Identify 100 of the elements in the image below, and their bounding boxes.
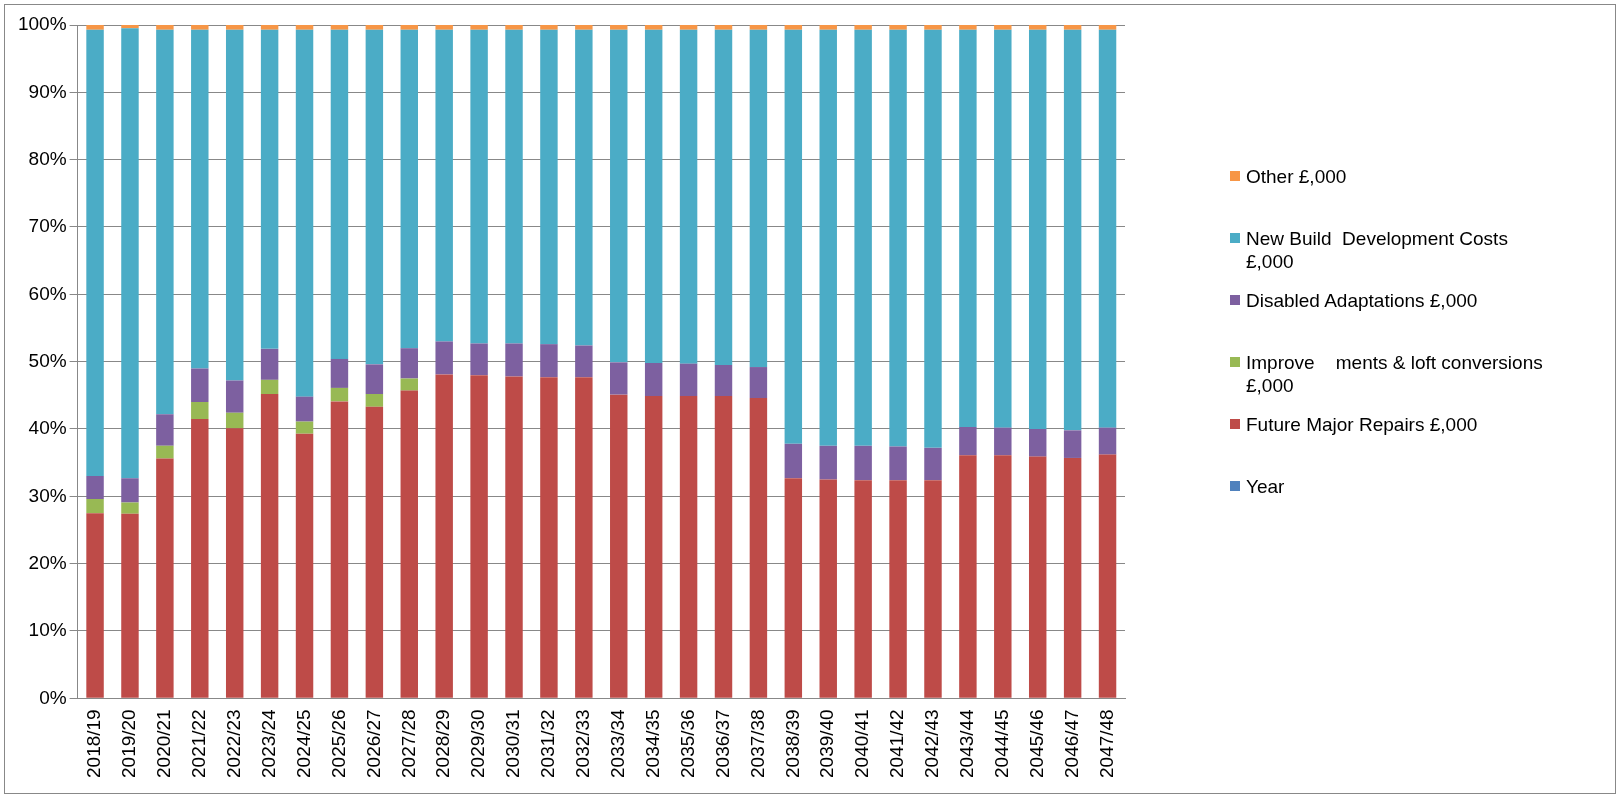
bar bbox=[260, 379, 279, 394]
bar bbox=[435, 374, 453, 698]
bar bbox=[959, 25, 977, 30]
bar bbox=[86, 476, 104, 500]
bar bbox=[435, 25, 453, 30]
bar bbox=[1028, 29, 1047, 429]
x-tick-label: 2046/47 bbox=[1060, 709, 1082, 779]
bar bbox=[1028, 428, 1047, 457]
bar bbox=[400, 29, 418, 349]
legend-label: Other £,000 bbox=[1246, 166, 1347, 187]
bar bbox=[540, 377, 558, 698]
bar bbox=[191, 418, 209, 698]
bar bbox=[1098, 25, 1117, 30]
x-tick-label: 2032/33 bbox=[572, 709, 594, 779]
bar bbox=[994, 455, 1012, 698]
x-tick-label: 2024/25 bbox=[292, 709, 314, 779]
bar bbox=[644, 396, 663, 698]
bar bbox=[924, 480, 942, 698]
bar bbox=[889, 29, 907, 447]
bar bbox=[365, 25, 384, 30]
bar bbox=[784, 443, 803, 479]
bar bbox=[225, 29, 244, 381]
bar bbox=[889, 446, 907, 481]
bar bbox=[540, 29, 558, 345]
bar bbox=[86, 513, 104, 698]
bar bbox=[260, 25, 279, 30]
x-tick-label: 2022/23 bbox=[222, 709, 244, 779]
bar bbox=[191, 402, 209, 419]
bar bbox=[924, 447, 942, 481]
bar bbox=[191, 368, 209, 403]
bar bbox=[854, 25, 872, 30]
bar bbox=[1098, 454, 1117, 698]
bar bbox=[1028, 456, 1047, 698]
bar bbox=[191, 25, 209, 30]
bar bbox=[400, 378, 418, 391]
bar bbox=[400, 25, 418, 30]
bar bbox=[714, 365, 733, 396]
bar bbox=[225, 380, 244, 413]
bar bbox=[121, 25, 139, 29]
bar bbox=[784, 478, 803, 698]
bar bbox=[575, 25, 593, 30]
bar bbox=[819, 29, 837, 446]
x-tick-label: 2047/48 bbox=[1095, 709, 1117, 779]
bar bbox=[1063, 25, 1082, 30]
bar bbox=[854, 480, 872, 698]
bar bbox=[610, 394, 628, 698]
bar bbox=[86, 499, 104, 514]
x-tick-label: 2036/37 bbox=[711, 709, 733, 779]
x-tick-label: 2038/39 bbox=[781, 709, 803, 779]
bar bbox=[610, 362, 628, 395]
x-tick-label: 2021/22 bbox=[188, 709, 210, 779]
x-tick-label: 2043/44 bbox=[956, 708, 978, 779]
bar bbox=[644, 29, 663, 364]
bar bbox=[749, 25, 768, 30]
y-tick-label: 20% bbox=[28, 551, 67, 573]
x-tick-label: 2040/41 bbox=[851, 709, 873, 779]
bar bbox=[1028, 25, 1047, 30]
bar bbox=[540, 25, 558, 30]
bar bbox=[749, 367, 768, 399]
bar bbox=[959, 426, 977, 456]
x-tick-label: 2018/19 bbox=[83, 709, 105, 779]
bar bbox=[784, 29, 803, 444]
bar bbox=[295, 421, 314, 434]
bar bbox=[1063, 430, 1082, 458]
bar bbox=[156, 414, 174, 446]
bar bbox=[470, 343, 488, 376]
bar bbox=[644, 363, 663, 396]
x-tick-label: 2031/32 bbox=[537, 709, 559, 779]
y-tick-label: 70% bbox=[28, 215, 67, 237]
bar bbox=[644, 25, 663, 30]
bar bbox=[575, 377, 593, 698]
bar bbox=[714, 396, 733, 698]
bar bbox=[330, 387, 349, 402]
bar bbox=[819, 445, 837, 480]
bar bbox=[121, 478, 139, 503]
bar bbox=[505, 376, 523, 698]
bar bbox=[295, 396, 314, 422]
bar bbox=[994, 25, 1012, 30]
bar bbox=[121, 513, 139, 698]
bar bbox=[225, 412, 244, 429]
bar bbox=[470, 29, 488, 344]
x-tick-label: 2033/34 bbox=[606, 708, 628, 779]
bar bbox=[365, 393, 384, 407]
bar bbox=[924, 29, 942, 448]
bar bbox=[679, 363, 698, 396]
bar bbox=[156, 445, 174, 459]
bar bbox=[470, 25, 488, 30]
bar bbox=[225, 428, 244, 698]
bar bbox=[191, 29, 209, 369]
bar bbox=[330, 25, 349, 30]
bar bbox=[156, 458, 174, 698]
bar bbox=[889, 480, 907, 698]
bar bbox=[819, 25, 837, 30]
x-tick-label: 2039/40 bbox=[816, 709, 838, 779]
bar bbox=[575, 345, 593, 378]
bar bbox=[121, 28, 139, 479]
x-tick-label: 2041/42 bbox=[886, 709, 908, 779]
bar bbox=[365, 364, 384, 394]
bar bbox=[610, 25, 628, 30]
bar bbox=[679, 396, 698, 698]
